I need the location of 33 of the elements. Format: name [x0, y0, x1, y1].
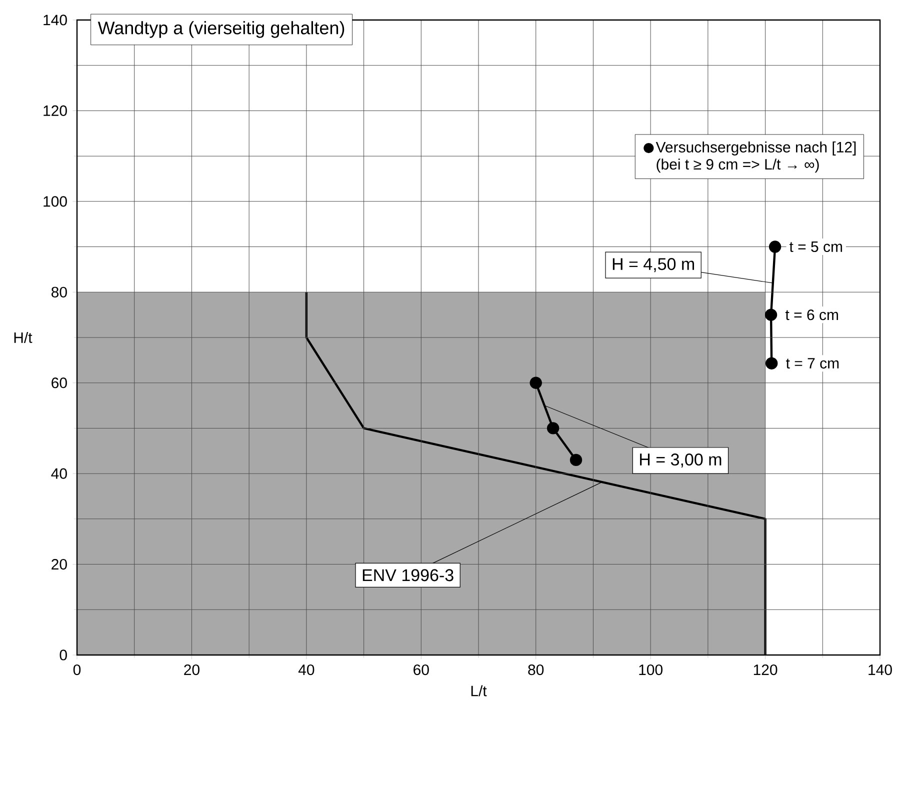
chart-title: Wandtyp a (vierseitig gehalten) [98, 21, 344, 38]
y-tick-label: 40 [51, 468, 67, 479]
x-tick-label: 20 [184, 664, 200, 676]
annotation: H = 3,00 m [640, 454, 722, 468]
x-tick-label: 0 [73, 664, 81, 676]
y-tick-label: 60 [52, 378, 67, 388]
y-tick-label: 80 [52, 286, 67, 298]
y-tick-label: 120 [44, 105, 67, 116]
annotation: t = 5 cm [789, 242, 842, 252]
point [530, 376, 542, 389]
y-axis-title: H/t [14, 332, 32, 343]
point [766, 357, 778, 370]
y-tick-label: 0 [60, 650, 67, 660]
x-tick-label: 120 [754, 664, 778, 676]
x-tick-label: 100 [639, 664, 662, 676]
annotation: t = 7 cm [786, 358, 839, 369]
annotation: H = 4,50 m [612, 258, 694, 272]
legend-label: Versuchsergebnisse nach [12] [656, 141, 856, 156]
annotation: ENV 1996-3 [362, 569, 454, 582]
point [768, 240, 782, 253]
x-tick-label: 80 [528, 664, 544, 676]
annotation: (bei t ≥ 9 cm => L/t → ∞) [656, 158, 819, 173]
point [764, 308, 778, 321]
y-tick-label: 20 [52, 558, 67, 570]
x-tick-label: 40 [298, 664, 314, 676]
x-tick-label: 140 [868, 664, 892, 676]
y-tick-label: 100 [44, 196, 67, 207]
x-axis-title: L/t [471, 685, 487, 696]
x-tick-label: 60 [414, 664, 429, 676]
y-tick-label: 140 [44, 14, 67, 26]
point [546, 422, 560, 434]
annotation: t = 6 cm [785, 310, 838, 320]
point [570, 454, 582, 466]
